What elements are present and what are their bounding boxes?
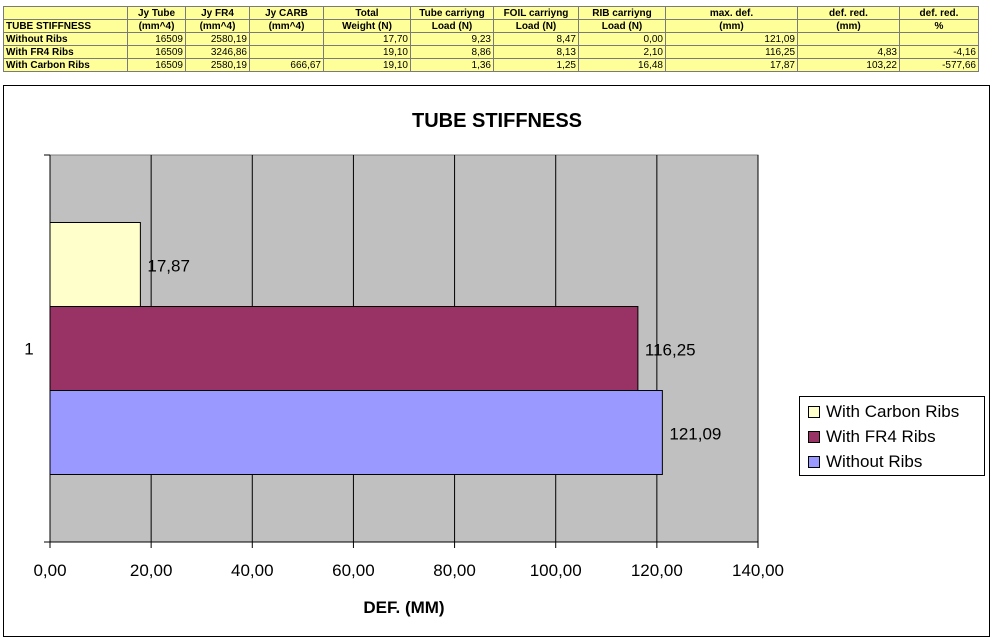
table-cell bbox=[899, 32, 979, 46]
chart-legend: With Carbon Ribs With FR4 Ribs Without Rib… bbox=[799, 396, 985, 476]
table-cell: 666,67 bbox=[249, 58, 324, 72]
data-label-with-carbon-ribs: 17,87 bbox=[147, 257, 190, 276]
table-cell: -4,16 bbox=[899, 45, 979, 59]
table-cell: 116,25 bbox=[665, 45, 798, 59]
x-tick-label: 20,00 bbox=[130, 561, 173, 580]
x-tick-label: 40,00 bbox=[231, 561, 274, 580]
table-row: With Carbon Ribs 16509 2580,19 666,67 19,10 1… bbox=[3, 58, 979, 72]
table-cell: 16509 bbox=[127, 32, 186, 46]
row-label-cell: With Carbon Ribs bbox=[3, 58, 128, 72]
table-cell: 1,25 bbox=[493, 58, 579, 72]
bar-without-ribs bbox=[49, 390, 663, 475]
table-cell: 2580,19 bbox=[185, 32, 250, 46]
row-label-cell: With FR4 Ribs bbox=[3, 45, 128, 59]
legend-item-with-carbon-ribs: With Carbon Ribs bbox=[808, 401, 959, 423]
x-axis-title: DEF. (MM) bbox=[363, 598, 444, 617]
table-cell: Load (N) bbox=[578, 19, 666, 33]
table-cell: (mm^4) bbox=[185, 19, 250, 33]
table-cell: Weight (N) bbox=[323, 19, 411, 33]
x-tick-label: 120,00 bbox=[631, 561, 683, 580]
table-cell bbox=[249, 32, 324, 46]
table-cell: 4,83 bbox=[797, 45, 900, 59]
table-header-row: Jy Tube Jy FR4 Jy CARB Total Tube carriyng FO… bbox=[3, 6, 979, 20]
table-cell: 8,47 bbox=[493, 32, 579, 46]
bar-chart: TUBE STIFFNESS DEF. (MM) 0,00 20,00 40,00 6… bbox=[24, 110, 784, 617]
table-cell: 8,86 bbox=[410, 45, 494, 59]
row-label-cell: TUBE STIFFNESS bbox=[3, 19, 128, 33]
table-row: With FR4 Ribs 16509 3246,86 19,10 8,86 8,13 2,… bbox=[3, 45, 979, 59]
table-cell: Load (N) bbox=[410, 19, 494, 33]
row-label-cell bbox=[3, 6, 128, 20]
table-cell: 2580,19 bbox=[185, 58, 250, 72]
table-cell: RIB carriyng bbox=[578, 6, 666, 20]
legend-label: With Carbon Ribs bbox=[826, 402, 960, 421]
table-cell: % bbox=[899, 19, 979, 33]
table-cell: 8,13 bbox=[493, 45, 579, 59]
table-cell: 103,22 bbox=[797, 58, 900, 72]
table-cell: 17,87 bbox=[665, 58, 798, 72]
table-cell: 9,23 bbox=[410, 32, 494, 46]
table-cell: Total bbox=[323, 6, 411, 20]
legend-item-with-fr4-ribs: With FR4 Ribs bbox=[808, 426, 936, 448]
table-cell: (mm) bbox=[665, 19, 798, 33]
table-cell: Jy Tube bbox=[127, 6, 186, 20]
bar-with-fr4-ribs bbox=[49, 306, 639, 391]
table-cell bbox=[249, 45, 324, 59]
bar-with-carbon-ribs bbox=[49, 222, 141, 307]
x-tick-label: 80,00 bbox=[433, 561, 476, 580]
table-cell: def. red. bbox=[797, 6, 900, 20]
table-cell: Tube carriyng bbox=[410, 6, 494, 20]
data-table: Jy Tube Jy FR4 Jy CARB Total Tube carriyng FO… bbox=[3, 6, 979, 72]
legend-item-without-ribs: Without Ribs bbox=[808, 451, 922, 473]
legend-swatch bbox=[808, 406, 820, 418]
table-header-row: TUBE STIFFNESS (mm^4) (mm^4) (mm^4) Weight (… bbox=[3, 19, 979, 33]
x-tick-label: 100,00 bbox=[530, 561, 582, 580]
table-cell: def. red. bbox=[899, 6, 979, 20]
table-cell: 19,10 bbox=[323, 58, 411, 72]
table-cell: (mm^4) bbox=[127, 19, 186, 33]
legend-label: With FR4 Ribs bbox=[826, 427, 936, 446]
table-cell: Load (N) bbox=[493, 19, 579, 33]
table-cell: (mm^4) bbox=[249, 19, 324, 33]
table-cell: 17,70 bbox=[323, 32, 411, 46]
x-tick-label: 60,00 bbox=[332, 561, 375, 580]
table-cell: 19,10 bbox=[323, 45, 411, 59]
legend-swatch bbox=[808, 431, 820, 443]
legend-swatch bbox=[808, 456, 820, 468]
table-cell: 3246,86 bbox=[185, 45, 250, 59]
chart-area: TUBE STIFFNESS DEF. (MM) 0,00 20,00 40,00 6… bbox=[3, 85, 990, 637]
y-category-label: 1 bbox=[24, 340, 33, 359]
legend-label: Without Ribs bbox=[826, 452, 923, 471]
table-cell: 16509 bbox=[127, 58, 186, 72]
table-cell: 16509 bbox=[127, 45, 186, 59]
chart-title: TUBE STIFFNESS bbox=[412, 110, 582, 132]
table-cell: (mm) bbox=[797, 19, 900, 33]
x-tick-label: 140,00 bbox=[732, 561, 784, 580]
table-cell: 0,00 bbox=[578, 32, 666, 46]
x-tick-label: 0,00 bbox=[33, 561, 66, 580]
table-cell: 121,09 bbox=[665, 32, 798, 46]
row-label-cell: Without Ribs bbox=[3, 32, 128, 46]
table-cell: Jy CARB bbox=[249, 6, 324, 20]
data-label-with-fr4-ribs: 116,25 bbox=[645, 341, 696, 360]
table-cell bbox=[797, 32, 900, 46]
table-cell: FOIL carriyng bbox=[493, 6, 579, 20]
table-cell: max. def. bbox=[665, 6, 798, 20]
table-cell: Jy FR4 bbox=[185, 6, 250, 20]
table-cell: 2,10 bbox=[578, 45, 666, 59]
table-cell: 16,48 bbox=[578, 58, 666, 72]
table-cell: 1,36 bbox=[410, 58, 494, 72]
data-label-without-ribs: 121,09 bbox=[669, 425, 721, 444]
table-cell: -577,66 bbox=[899, 58, 979, 72]
table-row: Without Ribs 16509 2580,19 17,70 9,23 8,47 0,0… bbox=[3, 32, 979, 46]
